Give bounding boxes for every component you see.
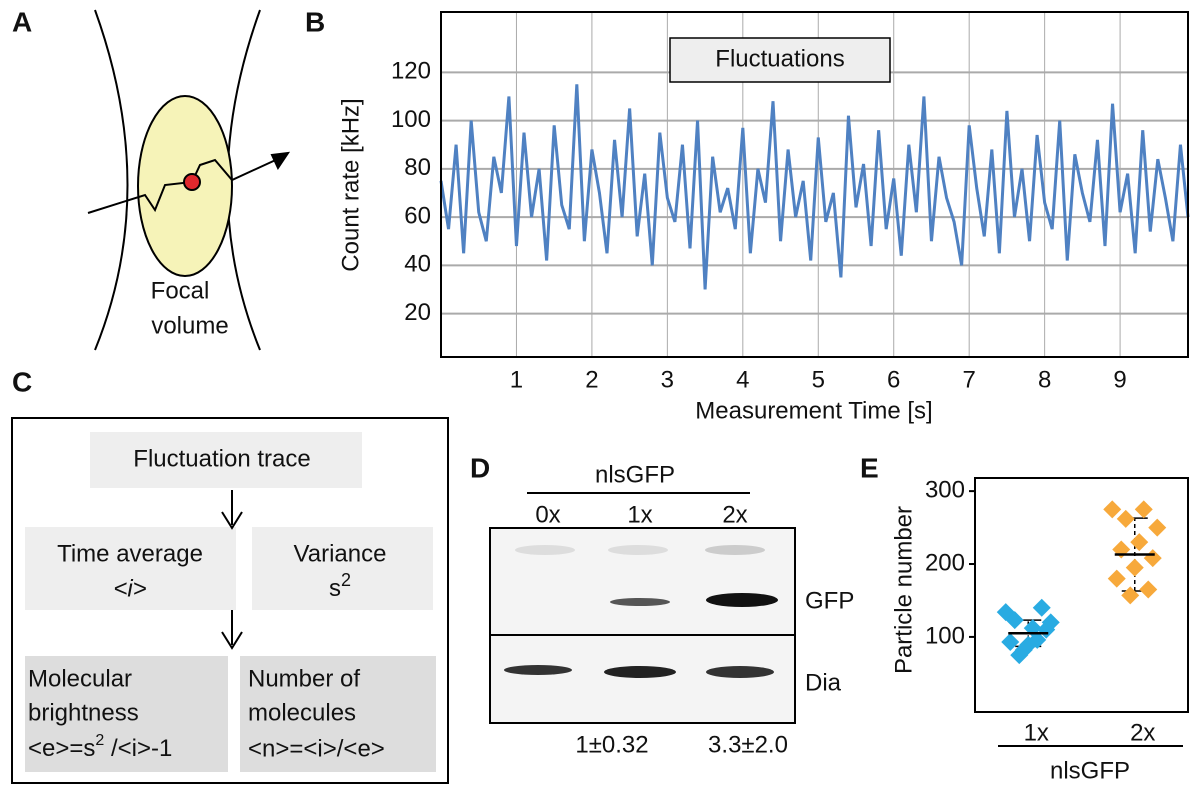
node-text: Variance	[294, 540, 387, 567]
panel-label: C	[12, 366, 32, 397]
x-tick-label: 3	[661, 366, 674, 393]
node-text: Molecular	[28, 665, 132, 692]
point	[1032, 598, 1051, 617]
x-tick-label: 4	[736, 366, 749, 393]
y-axis-label: Particle number	[890, 506, 917, 674]
y-tick-label: 300	[925, 476, 965, 503]
lane-label: 1x	[627, 501, 652, 528]
point	[1125, 558, 1144, 577]
node-text: s2	[329, 570, 351, 603]
node-text: <e>=s2 /<i>-1	[28, 732, 172, 762]
point	[1103, 500, 1122, 519]
node-text: /<i>-1	[104, 735, 172, 762]
y-tick-label: 200	[925, 549, 965, 576]
trace	[439, 84, 1190, 290]
node-text: <i>	[113, 575, 146, 602]
band	[608, 545, 668, 555]
node-text: Time average	[57, 540, 203, 567]
y-tick-label: 100	[391, 106, 431, 133]
node-text: Number of	[248, 665, 360, 692]
node	[90, 432, 362, 488]
plot-frame	[974, 477, 1189, 713]
point	[1107, 569, 1126, 588]
point	[1130, 533, 1149, 552]
blot-header: nlsGFP	[595, 461, 675, 488]
frame	[11, 417, 449, 784]
band	[706, 593, 778, 607]
point	[1143, 549, 1162, 568]
node	[252, 527, 433, 610]
x-tick-label: 7	[963, 366, 976, 393]
annotation: Fluctuations	[715, 45, 844, 72]
node-text: <n>=<i>/<e>	[248, 735, 385, 762]
node-text: s	[329, 575, 341, 602]
panel-labels: A B C D E	[12, 6, 879, 483]
lane-label: 0x	[535, 501, 560, 528]
panel-label: B	[305, 6, 325, 37]
band	[604, 666, 676, 678]
node-text: Fluctuation trace	[133, 445, 310, 472]
panel-label: A	[12, 6, 32, 37]
flowchart: Fluctuation trace Time average <i> Varia…	[11, 417, 449, 784]
node	[240, 656, 436, 772]
x-axis-label: nlsGFP	[1050, 757, 1130, 784]
y-tick-label: 100	[925, 622, 965, 649]
point	[1148, 518, 1167, 537]
x-tick-label: 1x	[1024, 719, 1049, 746]
x-tick-label: 9	[1113, 366, 1126, 393]
row-label: Dia	[805, 669, 842, 696]
x-tick-label: 2	[585, 366, 598, 393]
ratio-label: 1±0.32	[575, 731, 648, 758]
western-blot: nlsGFP 0x 1x 2x GFP Dia 1±0.32 3.3±2.0	[489, 461, 854, 758]
panel-label: D	[470, 452, 490, 483]
molecule	[183, 173, 201, 191]
superscript: 2	[341, 570, 351, 590]
x-axis-label: Measurement Time [s]	[695, 397, 932, 424]
blot-frame	[489, 527, 796, 724]
point	[1005, 611, 1024, 630]
band	[706, 666, 774, 678]
x-tick-label: 1	[510, 366, 523, 393]
diagram-label: Focal	[151, 277, 210, 304]
point	[1134, 500, 1153, 519]
band	[705, 545, 765, 555]
point	[1139, 580, 1158, 599]
y-tick-label: 60	[404, 202, 431, 229]
y-tick-label: 20	[404, 299, 431, 326]
panel-label: E	[860, 452, 879, 483]
band	[515, 545, 575, 555]
node-text: molecules	[248, 699, 356, 726]
node	[25, 527, 236, 610]
annotation-box	[669, 37, 891, 83]
node	[25, 656, 228, 772]
point	[1014, 641, 1033, 660]
lane-label: 2x	[722, 501, 747, 528]
x-tick-label: 5	[812, 366, 825, 393]
x-tick-label: 6	[887, 366, 900, 393]
row-label: GFP	[805, 587, 854, 614]
superscript: 2	[95, 732, 104, 749]
focal-diagram: Focal volume	[87, 9, 291, 351]
point	[1116, 509, 1135, 528]
node-text: <e>=s	[28, 735, 95, 762]
band	[504, 665, 572, 675]
y-tick-label: 120	[391, 58, 431, 85]
point	[1121, 586, 1140, 605]
beam-edge	[94, 9, 129, 351]
y-tick-label: 80	[404, 154, 431, 181]
arrow-head	[270, 151, 291, 171]
band	[610, 598, 670, 606]
y-tick-label: 40	[404, 251, 431, 278]
x-tick-label: 2x	[1130, 719, 1155, 746]
y-axis-label: Count rate [kHz]	[337, 98, 364, 271]
arrow	[221, 490, 243, 650]
plot-frame	[440, 11, 1189, 358]
node-text: brightness	[28, 699, 139, 726]
point	[1001, 633, 1020, 652]
x-tick-label: 8	[1038, 366, 1051, 393]
ratio-label: 3.3±2.0	[708, 731, 788, 758]
diagram-label: volume	[151, 312, 228, 339]
